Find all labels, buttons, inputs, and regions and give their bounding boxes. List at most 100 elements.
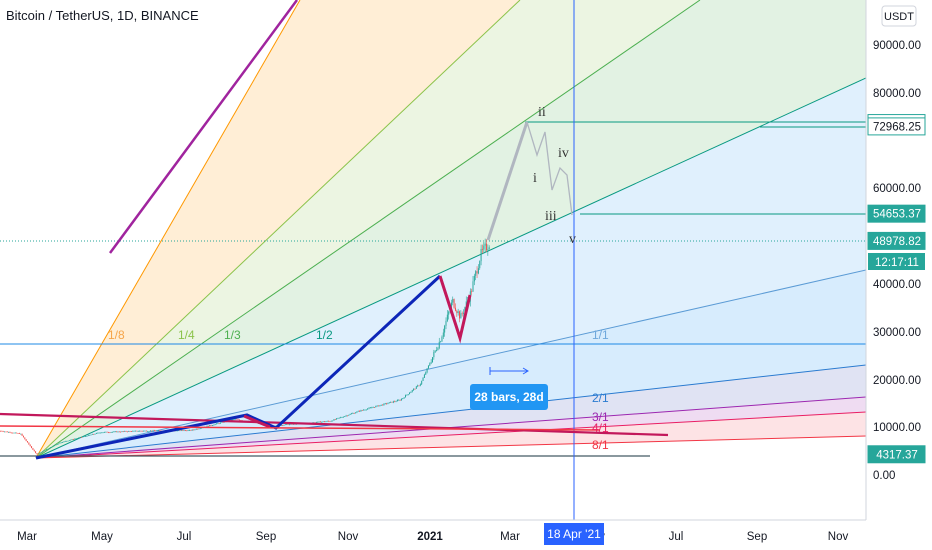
candle-body — [410, 391, 412, 393]
candle-body — [59, 442, 61, 444]
candle-body — [440, 341, 442, 343]
candle-body — [395, 401, 397, 403]
y-tick-label: 80000.00 — [873, 88, 921, 100]
candle-body — [108, 432, 109, 434]
magenta-correction-segment — [243, 414, 271, 429]
candle-body — [454, 307, 456, 311]
x-tick-label: Mar — [500, 531, 520, 543]
candle-body — [357, 410, 359, 412]
y-tick-label: 20000.00 — [873, 375, 921, 387]
candle-body — [463, 312, 465, 314]
wave-label-v: v — [569, 232, 576, 247]
candle-body — [318, 421, 320, 423]
candle-body — [183, 430, 185, 432]
candle-body — [95, 433, 97, 434]
wave-path — [526, 121, 573, 216]
candle-body — [71, 439, 73, 440]
candle-body — [386, 403, 388, 405]
candle-body — [55, 444, 57, 446]
candle-body — [375, 406, 377, 408]
gann-fan — [35, 0, 866, 459]
candle-body — [75, 438, 77, 440]
candle-body — [40, 452, 42, 454]
candle-body — [325, 421, 327, 423]
candle-body — [10, 432, 12, 434]
fan-label-1-4: 1/4 — [178, 328, 195, 342]
candle-body — [13, 432, 15, 434]
time-axis[interactable]: MarMayJulSepNov2021MarMayJulSepNov 18 Ap… — [0, 519, 932, 550]
candle-body — [486, 243, 487, 251]
candle-body — [275, 425, 277, 427]
fan-line-1-8 — [35, 0, 301, 459]
candle-body — [442, 332, 444, 337]
candle-body — [62, 442, 64, 443]
candle-body — [99, 432, 101, 434]
candle-body — [155, 430, 157, 432]
candle-body — [86, 436, 88, 437]
candle-body — [237, 418, 239, 420]
candle-body — [290, 423, 292, 425]
fan-label-3-1: 3/1 — [592, 410, 609, 424]
candle-body — [422, 377, 424, 381]
candle-body — [14, 432, 16, 434]
candle-body — [406, 394, 408, 396]
candle-body — [157, 430, 159, 432]
fan-line-2-1 — [35, 364, 866, 459]
wave-label-iv: iv — [558, 146, 569, 161]
candle-body — [82, 436, 84, 438]
candle-body — [433, 352, 435, 358]
price-axis-bg — [866, 0, 932, 550]
candle-body — [9, 431, 11, 433]
candle-body — [178, 430, 180, 432]
candle-body — [98, 432, 100, 434]
candle-body — [193, 429, 195, 431]
candle-body — [103, 431, 105, 433]
y-tick-label: 30000.00 — [873, 327, 921, 339]
candle-body — [360, 410, 362, 412]
candle-body — [284, 424, 286, 426]
candle-body — [194, 429, 196, 431]
measure-tooltip-text: 28 bars, 28d — [474, 390, 543, 404]
candle-body — [110, 432, 112, 433]
candle-body — [179, 430, 181, 432]
candle-body — [342, 416, 344, 418]
candle-body — [25, 439, 27, 442]
candle-body — [457, 311, 459, 314]
candle-body — [465, 301, 467, 308]
candle-body — [124, 431, 126, 432]
candle-body — [94, 433, 96, 435]
candle-body — [450, 302, 452, 309]
candle-body — [180, 430, 182, 432]
currency-button-label[interactable]: USDT — [884, 11, 914, 23]
candle-body — [438, 341, 440, 349]
candle-body — [372, 407, 374, 408]
candle-body — [365, 409, 367, 411]
price-axis[interactable]: 90000.00 80000.00 60000.00 40000.00 30000.00… — [865, 0, 932, 550]
candle-body — [353, 413, 355, 414]
candle-body — [29, 444, 31, 447]
fan-line-1-2 — [35, 77, 866, 459]
measure-tooltip: 28 bars, 28d — [470, 384, 548, 410]
crosshair-date-label: 18 Apr '21 — [547, 527, 601, 541]
price-tag-label: 54653.37 — [873, 209, 921, 221]
candle-body — [344, 416, 346, 417]
x-tick-label: Sep — [256, 531, 276, 543]
candle-body — [419, 384, 421, 386]
candle-body — [396, 400, 398, 402]
candle-body — [337, 417, 339, 419]
candle-body — [151, 430, 153, 432]
candle-body — [28, 442, 30, 445]
candle-body — [63, 441, 65, 443]
candle-body — [189, 429, 190, 431]
candle-body — [387, 403, 389, 405]
fan-label-1-2: 1/2 — [316, 328, 333, 342]
candle-body — [414, 388, 416, 390]
candle-body — [236, 418, 238, 420]
candle-body — [411, 390, 413, 392]
candle-body — [113, 431, 115, 433]
candle-body — [222, 421, 224, 423]
currency-button[interactable] — [881, 5, 917, 27]
blue-impulse-line — [35, 274, 442, 460]
